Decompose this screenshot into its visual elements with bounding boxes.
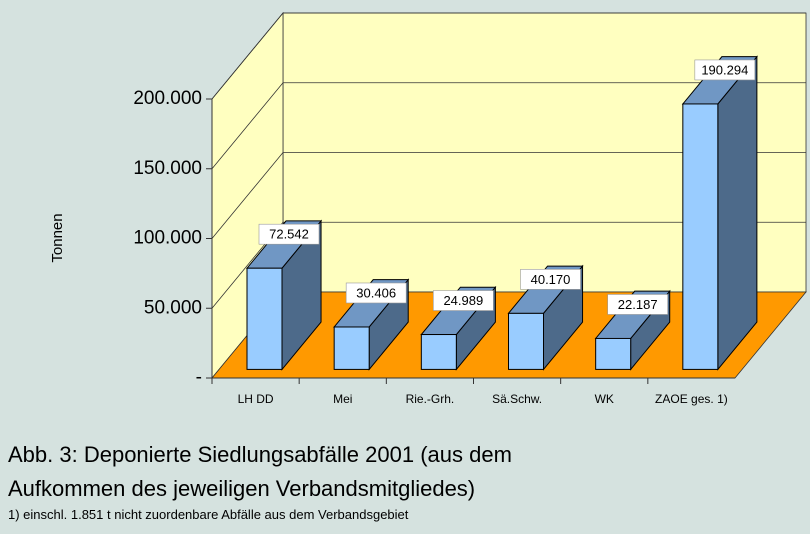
data-label: 190.294 [701,62,748,77]
x-tick-label: Sä.Schw. [492,392,543,406]
y-tick-label: 200.000 [133,88,202,109]
label-box [433,290,494,311]
x-tick-label: WK [594,392,614,406]
bar-front [420,334,457,370]
x-tick-label: LH DD [237,392,274,406]
grid-line [211,221,806,309]
label-box [258,223,320,245]
bar [245,219,323,371]
bar-front [246,267,283,370]
y-tick-label: - [196,367,202,388]
y-tick-label: 100.000 [133,228,202,249]
y-tick-label: 50.000 [144,297,202,318]
x-tick-label: Rie.-Grh. [405,392,455,406]
label-box [520,269,581,290]
x-tick-label: Mei [333,392,353,406]
data-label: 40.170 [531,272,571,287]
bar-side [717,55,758,371]
bar-front [682,103,719,370]
grid-line [211,152,806,239]
bar-front [595,337,632,370]
grid-line [211,12,806,100]
data-label: 30.406 [356,285,396,300]
label-box [345,282,407,304]
y-axis-label: Tonnen [49,213,66,262]
footnote: 1) einschl. 1.851 t nicht zuordenbare Ab… [8,507,409,522]
grid-line [211,82,806,170]
label-box [694,59,756,81]
label-box [607,294,668,315]
data-label: 22.187 [618,297,658,312]
x-tick-label: ZAOE ges. 1) [655,392,728,406]
bar [681,55,758,371]
data-label: 24.989 [443,293,483,308]
caption: Abb. 3: Deponierte Siedlungsabfälle 2001… [8,442,512,501]
bar-front [508,312,544,370]
y-tick-label: 150.000 [133,158,202,179]
data-label: 72.542 [269,227,309,242]
bar-front [333,326,370,370]
